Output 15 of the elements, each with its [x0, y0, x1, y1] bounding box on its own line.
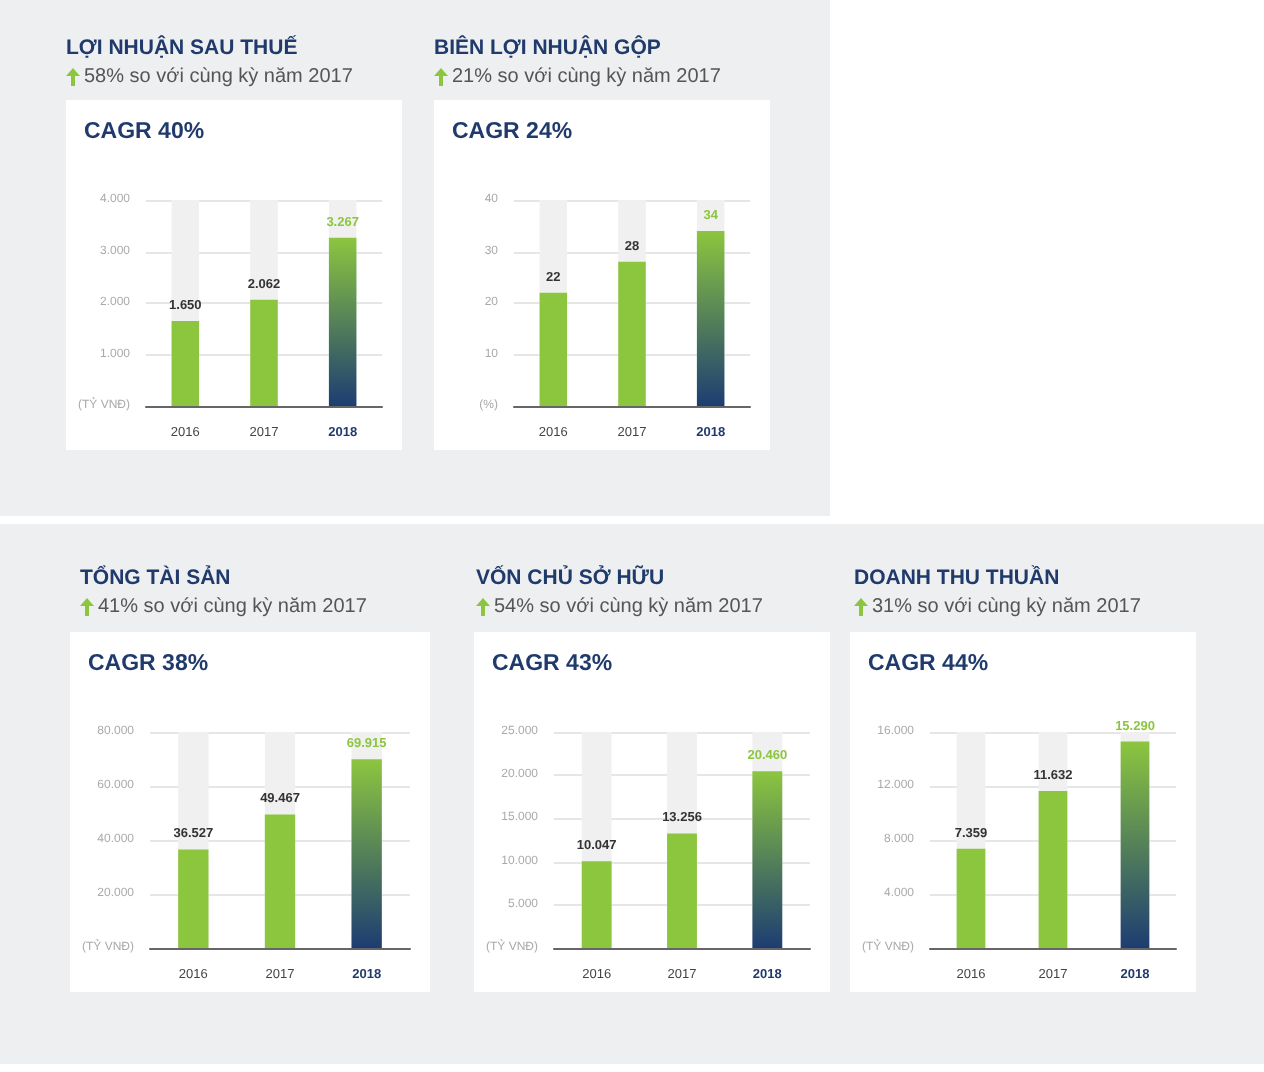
- chart-title: DOANH THU THUẦN: [854, 566, 1062, 590]
- text: CAGR 43%: [492, 652, 613, 676]
- chart-subtitle: 41% so với cùng kỳ năm 2017: [98, 596, 367, 618]
- text: CAGR 24%: [452, 120, 573, 144]
- chart-subtitle: 21% so với cùng kỳ năm 2017: [452, 66, 721, 88]
- chart-title: TỔNG TÀI SẢN: [80, 566, 233, 590]
- text: CAGR 40%: [84, 120, 205, 144]
- chart-subtitle: 54% so với cùng kỳ năm 2017: [494, 596, 763, 618]
- chart-title: BIÊN LỢI NHUẬN GỘP: [434, 36, 663, 60]
- chart-subtitle: 31% so với cùng kỳ năm 2017: [872, 596, 1141, 618]
- chart-title: LỢI NHUẬN SAU THUẾ: [66, 36, 300, 60]
- text: CAGR 38%: [88, 652, 209, 676]
- chart-subtitle: 58% so với cùng kỳ năm 2017: [84, 66, 353, 88]
- text: CAGR 44%: [868, 652, 989, 676]
- chart-title: VỐN CHỦ SỞ HỮU: [476, 566, 667, 590]
